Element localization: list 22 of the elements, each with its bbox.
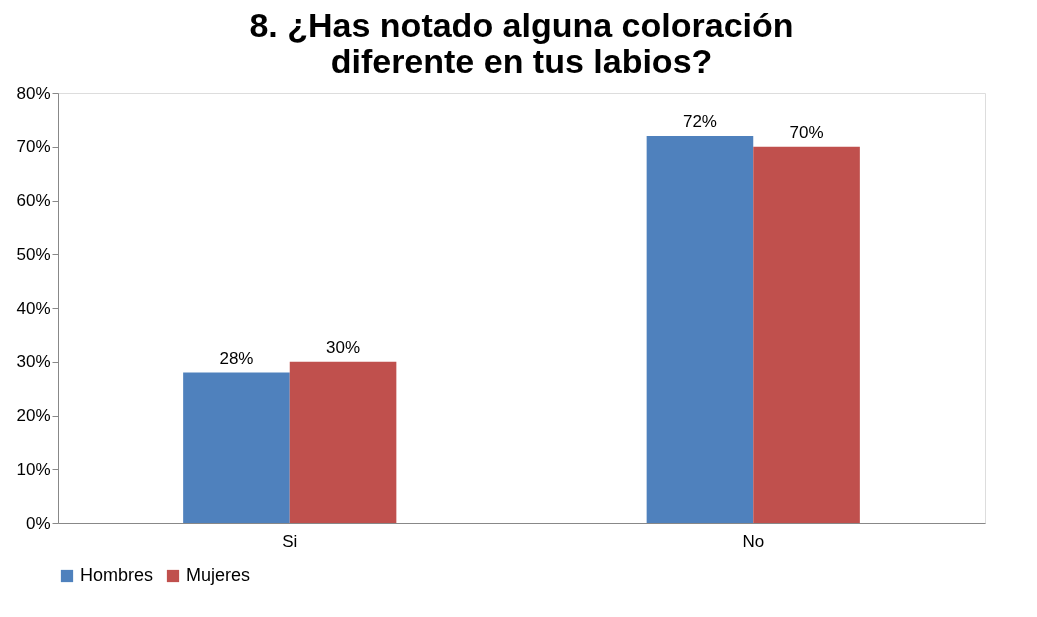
legend-label: Hombres: [80, 565, 154, 585]
legend-label: Mujeres: [186, 565, 251, 585]
x-tick-label: No: [742, 531, 765, 551]
data-label: 28%: [219, 348, 254, 368]
y-tick-label: 40%: [16, 298, 51, 318]
bar: [646, 136, 754, 523]
y-tick-label: 60%: [16, 191, 51, 210]
y-tick-label: 10%: [16, 459, 51, 479]
bar: [289, 361, 397, 523]
y-tick-label: 0%: [25, 513, 51, 533]
y-tick-label: 50%: [16, 244, 51, 264]
x-tick-label: Si: [282, 531, 298, 551]
y-tick-label: 30%: [16, 352, 51, 372]
bar: [183, 372, 290, 523]
data-label: 70%: [789, 122, 824, 142]
bar: [753, 146, 860, 523]
data-label: 72%: [682, 112, 717, 131]
chart-title: 8. ¿Has notado alguna coloración diferente en tus labios?: [249, 6, 794, 80]
y-tick-label: 70%: [16, 137, 51, 157]
data-label: 30%: [326, 337, 361, 357]
y-tick-label: 80%: [16, 83, 51, 103]
y-tick-label: 20%: [16, 406, 51, 425]
